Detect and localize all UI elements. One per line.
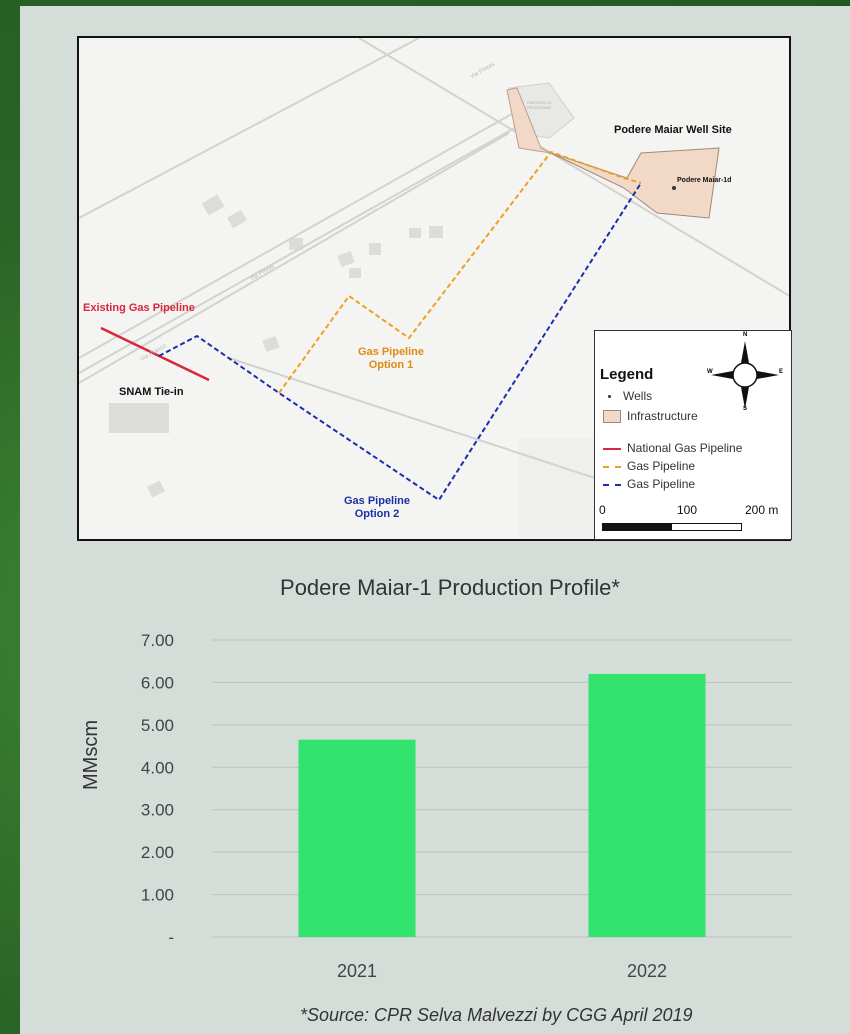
bar-2021: [298, 739, 416, 937]
legend-item-wells: Wells: [603, 389, 652, 403]
well-site-label: Podere Maiar Well Site: [614, 124, 732, 136]
scale-bar-fill: [603, 524, 672, 530]
legend-item-option2: Gas Pipeline: [603, 477, 695, 491]
scale-label-100: 100: [677, 503, 698, 517]
y-tick-label: -: [168, 928, 174, 947]
y-tick-label: 5.00: [141, 716, 174, 735]
y-tick-label: 7.00: [141, 631, 174, 650]
option-2-label: Gas Pipeline Option 2: [327, 495, 427, 521]
existing-pipeline-label: Existing Gas Pipeline: [83, 302, 195, 314]
compass-rose-icon: [711, 341, 779, 409]
chart-title: Podere Maiar-1 Production Profile*: [280, 575, 620, 600]
option-2-label-line1: Gas Pipeline: [343, 495, 411, 507]
legend-label-national: National Gas Pipeline: [627, 441, 743, 455]
infrastructure-swatch-icon: [603, 410, 621, 424]
y-tick-label: 3.00: [141, 801, 174, 820]
legend-label-infrastructure: Infrastructure: [627, 409, 698, 423]
option-2-label-line2: Option 2: [354, 508, 400, 520]
well-name-label: Podere Maiar-1d: [677, 177, 732, 184]
compass-south: S: [743, 406, 748, 412]
option-1-label-line1: Gas Pipeline: [357, 346, 425, 358]
legend-item-national: National Gas Pipeline: [603, 441, 742, 455]
scale-label-200: 200 m: [745, 503, 779, 517]
well-dot-icon: [608, 395, 611, 399]
x-tick-label-2021: 2021: [337, 961, 377, 981]
pipeline-option-2: [158, 182, 642, 502]
option2-line-icon: [603, 483, 621, 486]
cemetery-label: CIMITERO DI PRIZZIDANE: [527, 100, 552, 110]
legend-label-option1: Gas Pipeline: [627, 459, 696, 473]
y-tick-label: 2.00: [141, 843, 174, 862]
y-tick-label: 6.00: [141, 673, 174, 692]
option1-line-icon: [603, 465, 621, 468]
compass-west: W: [707, 369, 713, 375]
legend-item-infrastructure: Infrastructure: [603, 409, 698, 424]
scale-label-0: 0: [599, 503, 606, 517]
y-tick-label: 1.00: [141, 886, 174, 905]
map-roads: [79, 38, 789, 539]
pipeline-option-1: [278, 150, 642, 394]
option-1-label-line2: Option 1: [368, 359, 414, 371]
legend-label-wells: Wells: [623, 389, 653, 403]
national-gas-pipeline: [100, 326, 210, 382]
well-marker: [672, 186, 676, 190]
bar-2022: [588, 673, 706, 937]
compass-east: E: [779, 369, 784, 375]
legend-item-option1: Gas Pipeline: [603, 459, 695, 473]
snam-tiein-label: SNAM Tie-in: [119, 386, 184, 398]
compass-north: N: [743, 332, 748, 338]
x-tick-label-2022: 2022: [627, 961, 667, 981]
national-line-icon: [603, 447, 621, 450]
y-tick-label: 4.00: [141, 758, 174, 777]
legend-label-option2: Gas Pipeline: [627, 477, 696, 491]
source-note: *Source: CPR Selva Malvezzi by CGG April…: [300, 1005, 693, 1025]
infrastructure: [506, 87, 720, 219]
scale-bar: [602, 523, 742, 531]
map-legend: N E S W Legend Wells Infrastructure Nati…: [594, 330, 792, 540]
option-1-label: Gas Pipeline Option 1: [341, 346, 441, 372]
legend-title: Legend: [600, 366, 654, 383]
